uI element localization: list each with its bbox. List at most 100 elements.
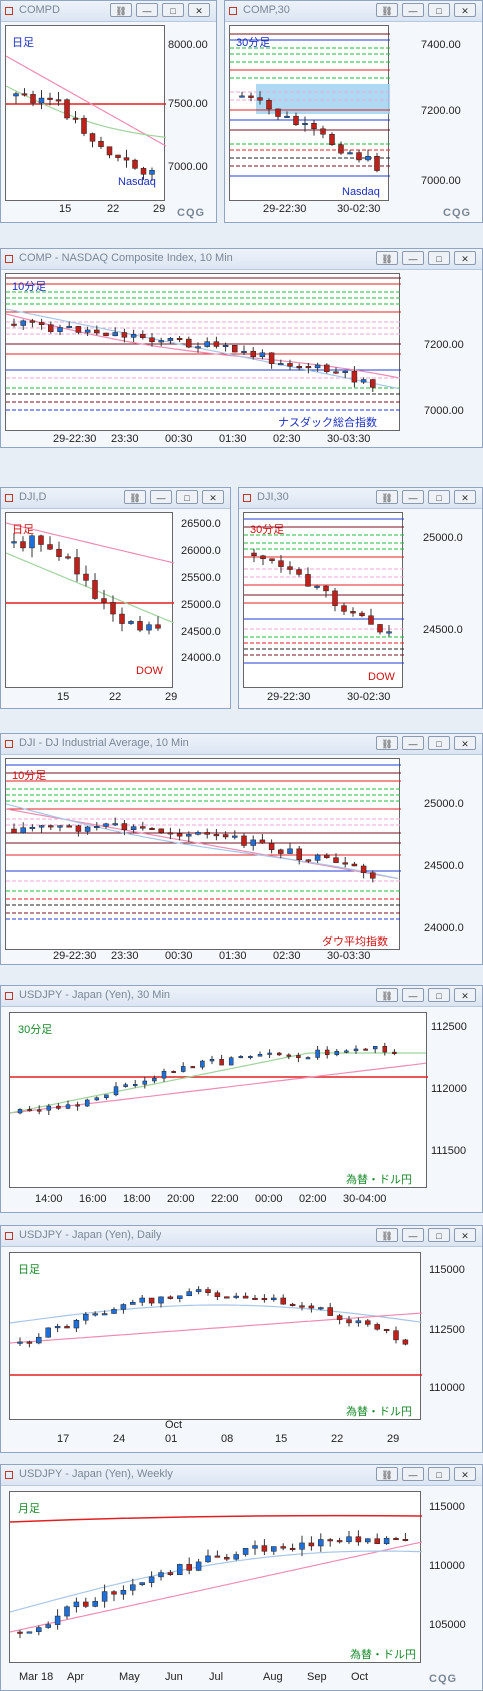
link-button[interactable]: ⛓ bbox=[376, 1228, 398, 1242]
maximize-button[interactable]: □ bbox=[428, 490, 450, 504]
minimize-button[interactable]: — bbox=[402, 3, 424, 17]
minimize-button[interactable]: — bbox=[402, 988, 424, 1002]
close-button[interactable]: ✕ bbox=[454, 490, 476, 504]
minimize-button[interactable]: — bbox=[402, 1228, 424, 1242]
candle-body bbox=[94, 826, 100, 829]
title-bar[interactable]: USDJPY - Japan (Yen), Daily ⛓ — □ ✕ bbox=[1, 1226, 482, 1247]
maximize-button[interactable]: □ bbox=[428, 988, 450, 1002]
candle-body bbox=[250, 350, 256, 357]
link-button[interactable]: ⛓ bbox=[376, 988, 398, 1002]
candle-body bbox=[228, 1057, 234, 1066]
chart-plot-area[interactable]: 月足 為替・ドル円 bbox=[9, 1491, 422, 1663]
minimize-button[interactable]: — bbox=[402, 736, 424, 750]
window-title: COMP,30 bbox=[243, 4, 290, 16]
maximize-button[interactable]: □ bbox=[428, 736, 450, 750]
candle-body bbox=[241, 350, 247, 353]
candlestick-chart bbox=[10, 1514, 422, 1639]
minimize-button[interactable]: — bbox=[402, 1467, 424, 1481]
candle-body bbox=[324, 854, 330, 858]
candle-body bbox=[130, 1302, 136, 1305]
candle-body bbox=[137, 621, 143, 631]
link-button[interactable]: ⛓ bbox=[124, 490, 146, 504]
chart-plot-area[interactable]: 30分足 為替・ドル円 bbox=[9, 1012, 428, 1188]
title-bar[interactable]: COMP - NASDAQ Composite Index, 10 Min ⛓ … bbox=[1, 249, 482, 270]
candle-body bbox=[305, 859, 312, 862]
minimize-button[interactable]: — bbox=[136, 3, 158, 17]
title-bar[interactable]: COMP,30 ⛓ — □ ✕ bbox=[225, 1, 482, 22]
window-icon bbox=[5, 740, 13, 748]
maximize-button[interactable]: □ bbox=[428, 1467, 450, 1481]
link-button[interactable]: ⛓ bbox=[376, 490, 398, 504]
link-button[interactable]: ⛓ bbox=[110, 3, 132, 17]
instrument-label: ナスダック総合指数 bbox=[278, 417, 377, 429]
link-button[interactable]: ⛓ bbox=[376, 1467, 398, 1481]
minimize-button[interactable]: — bbox=[150, 490, 172, 504]
chart-plot-area[interactable]: 10分足 ナスダック総合指数 bbox=[5, 273, 401, 431]
chart-plot-area[interactable]: 10分足 ダウ平均指数 bbox=[5, 758, 401, 950]
timeframe-label: 30分足 bbox=[250, 524, 285, 536]
candle-body bbox=[64, 1326, 70, 1329]
chart-plot-area[interactable]: 日足 DOW bbox=[5, 512, 174, 688]
candle-body bbox=[305, 574, 311, 587]
candle-body bbox=[11, 323, 17, 326]
chart-plot-area[interactable]: 日足 Nasdaq bbox=[5, 25, 166, 201]
window-title: COMP - NASDAQ Composite Index, 10 Min bbox=[19, 252, 233, 264]
candle-body bbox=[324, 364, 330, 372]
comp-10min-window: COMP - NASDAQ Composite Index, 10 Min ⛓ … bbox=[0, 248, 483, 448]
title-bar[interactable]: DJI,D ⛓ — □ ✕ bbox=[1, 488, 230, 509]
title-bar[interactable]: USDJPY - Japan (Yen), Weekly ⛓ — □ ✕ bbox=[1, 1465, 482, 1486]
candle-body bbox=[81, 117, 87, 134]
close-button[interactable]: ✕ bbox=[454, 988, 476, 1002]
candle-body bbox=[94, 1097, 100, 1101]
candle-body bbox=[180, 1066, 186, 1072]
candle-body bbox=[83, 1314, 89, 1321]
link-button[interactable]: ⛓ bbox=[376, 736, 398, 750]
maximize-button[interactable]: □ bbox=[428, 251, 450, 265]
candle-body bbox=[278, 560, 284, 567]
close-button[interactable]: ✕ bbox=[202, 490, 224, 504]
close-button[interactable]: ✕ bbox=[454, 736, 476, 750]
x-tick: 23:30 bbox=[111, 950, 139, 962]
close-button[interactable]: ✕ bbox=[454, 1228, 476, 1242]
link-button[interactable]: ⛓ bbox=[376, 251, 398, 265]
window-icon bbox=[5, 992, 13, 1000]
comp-30min-window: COMP,30 ⛓ — □ ✕ 30分足 Nasdaq 7400.00 7200… bbox=[224, 0, 483, 223]
candle-body bbox=[268, 352, 275, 364]
y-tick: 110000 bbox=[429, 1560, 465, 1572]
instrument-label: 為替・ドル円 bbox=[346, 1406, 412, 1418]
title-bar[interactable]: DJI - DJ Industrial Average, 10 Min ⛓ — … bbox=[1, 734, 482, 755]
minimize-button[interactable]: — bbox=[402, 251, 424, 265]
maximize-button[interactable]: □ bbox=[428, 1228, 450, 1242]
candle-body bbox=[101, 1313, 108, 1316]
chart-plot-area[interactable]: 30分足 DOW bbox=[243, 512, 404, 688]
candle-body bbox=[83, 573, 89, 581]
candle-body bbox=[152, 1077, 157, 1082]
candle-body bbox=[252, 1545, 258, 1549]
chart-plot-area[interactable]: 30分足 Nasdaq bbox=[229, 25, 390, 201]
title-bar[interactable]: COMPD ⛓ — □ ✕ bbox=[1, 1, 216, 22]
candle-body bbox=[365, 1538, 371, 1543]
chart-plot-area[interactable]: 日足 為替・ドル円 bbox=[9, 1252, 422, 1420]
minimize-button[interactable]: — bbox=[402, 490, 424, 504]
candle-body bbox=[158, 1572, 164, 1578]
title-bar[interactable]: DJI,30 ⛓ — □ ✕ bbox=[239, 488, 482, 509]
x-tick: 01:30 bbox=[219, 950, 247, 962]
candle-body bbox=[351, 863, 358, 867]
maximize-button[interactable]: □ bbox=[162, 3, 184, 17]
candle-body bbox=[320, 128, 326, 135]
candle-body bbox=[47, 544, 53, 550]
window-icon bbox=[243, 494, 251, 502]
close-button[interactable]: ✕ bbox=[188, 3, 210, 17]
close-button[interactable]: ✕ bbox=[454, 251, 476, 265]
candle-body bbox=[103, 332, 109, 337]
candle-body bbox=[47, 97, 53, 100]
link-button[interactable]: ⛓ bbox=[376, 3, 398, 17]
title-bar[interactable]: USDJPY - Japan (Yen), 30 Min ⛓ — □ ✕ bbox=[1, 986, 482, 1007]
close-button[interactable]: ✕ bbox=[454, 1467, 476, 1481]
candlestick-chart bbox=[6, 522, 174, 635]
maximize-button[interactable]: □ bbox=[176, 490, 198, 504]
candle-body bbox=[275, 108, 281, 117]
close-button[interactable]: ✕ bbox=[454, 3, 476, 17]
maximize-button[interactable]: □ bbox=[428, 3, 450, 17]
moving-average-line bbox=[6, 522, 174, 564]
